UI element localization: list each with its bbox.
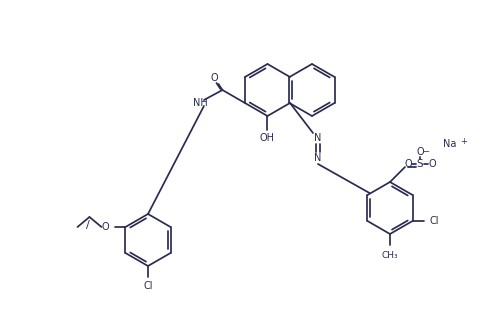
Text: S: S [417, 159, 423, 169]
Text: Cl: Cl [143, 281, 153, 291]
Text: OH: OH [260, 133, 275, 143]
Text: /: / [86, 220, 89, 230]
Text: +: + [461, 138, 468, 147]
Text: Na: Na [443, 139, 457, 149]
Text: O: O [428, 159, 436, 169]
Text: O: O [416, 147, 424, 157]
Text: −: − [422, 148, 429, 157]
Text: CH₃: CH₃ [381, 251, 398, 260]
Text: N: N [314, 133, 322, 143]
Text: O: O [102, 222, 109, 232]
Text: O: O [404, 159, 412, 169]
Text: Cl: Cl [430, 216, 439, 226]
Text: N: N [314, 153, 322, 163]
Text: O: O [211, 73, 218, 83]
Text: NH: NH [193, 98, 207, 108]
